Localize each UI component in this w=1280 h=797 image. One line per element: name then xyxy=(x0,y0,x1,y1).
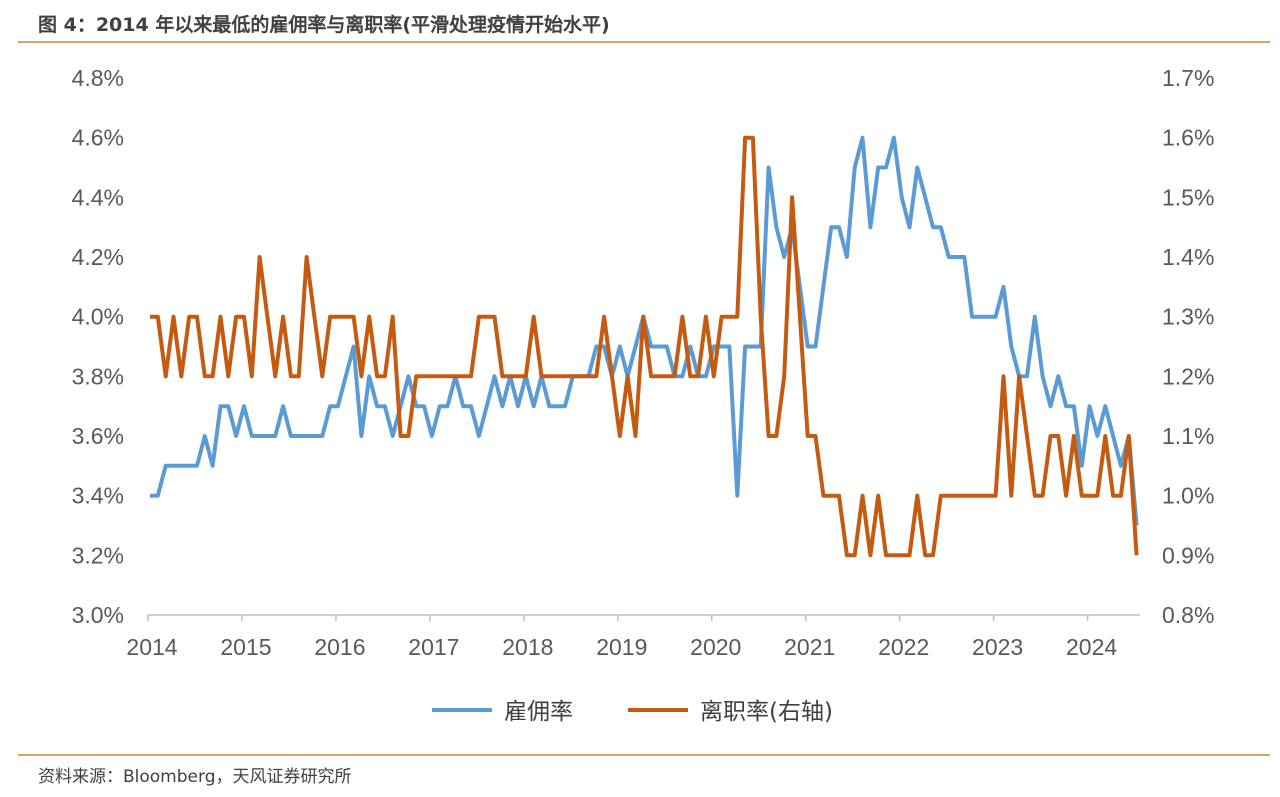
x-tick-label: 2018 xyxy=(502,634,553,660)
y-left-tick-label: 4.0% xyxy=(72,304,124,330)
legend-label: 离职率(右轴) xyxy=(700,699,833,725)
y-left-tick-label: 3.0% xyxy=(72,602,124,628)
x-tick-label: 2024 xyxy=(1066,634,1117,660)
source-divider xyxy=(18,754,1270,756)
y-left-tick-label: 3.4% xyxy=(72,483,124,509)
y-right-tick-label: 1.4% xyxy=(1162,244,1214,270)
chart-title: 图 4：2014 年以来最低的雇佣率与离职率(平滑处理疫情开始水平) xyxy=(38,14,610,36)
x-tick-label: 2014 xyxy=(126,634,177,660)
y-right-tick-label: 0.8% xyxy=(1162,602,1214,628)
y-right-tick-label: 1.0% xyxy=(1162,483,1214,509)
y-right-tick-label: 1.6% xyxy=(1162,125,1214,151)
x-tick-label: 2023 xyxy=(972,634,1023,660)
x-tick-label: 2016 xyxy=(314,634,365,660)
y-left-tick-label: 4.8% xyxy=(72,65,124,91)
x-tick-label: 2017 xyxy=(408,634,459,660)
x-tick-label: 2020 xyxy=(690,634,741,660)
title-divider xyxy=(18,41,1270,43)
y-right-tick-label: 0.9% xyxy=(1162,542,1214,568)
x-tick-label: 2021 xyxy=(784,634,835,660)
legend-label: 雇佣率 xyxy=(504,699,573,725)
source-note: 资料来源：Bloomberg，天风证券研究所 xyxy=(38,767,352,787)
y-right-tick-label: 1.3% xyxy=(1162,304,1214,330)
y-left-tick-label: 3.8% xyxy=(72,363,124,389)
y-left-tick-label: 4.6% xyxy=(72,125,124,151)
y-left-tick-label: 4.4% xyxy=(72,184,124,210)
y-right-tick-label: 1.5% xyxy=(1162,184,1214,210)
y-left-tick-label: 3.6% xyxy=(72,423,124,449)
series-line-quit-rate xyxy=(150,135,1139,558)
y-right-tick-label: 1.2% xyxy=(1162,363,1214,389)
y-right-tick-label: 1.1% xyxy=(1162,423,1214,449)
y-left-tick-label: 3.2% xyxy=(72,542,124,568)
x-tick-label: 2015 xyxy=(220,634,271,660)
x-tick-label: 2022 xyxy=(878,634,929,660)
y-right-tick-label: 1.7% xyxy=(1162,65,1214,91)
x-tick-label: 2019 xyxy=(596,634,647,660)
y-left-tick-label: 4.2% xyxy=(72,244,124,270)
